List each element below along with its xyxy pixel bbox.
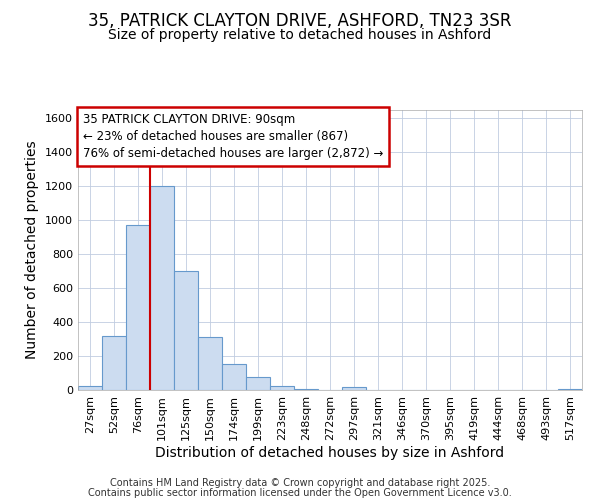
Bar: [222, 364, 246, 390]
Bar: [174, 271, 198, 390]
Text: Contains HM Land Registry data © Crown copyright and database right 2025.: Contains HM Land Registry data © Crown c…: [110, 478, 490, 488]
Bar: [246, 378, 270, 390]
Bar: [102, 336, 126, 390]
Text: 35, PATRICK CLAYTON DRIVE, ASHFORD, TN23 3SR: 35, PATRICK CLAYTON DRIVE, ASHFORD, TN23…: [88, 12, 512, 30]
Text: 35 PATRICK CLAYTON DRIVE: 90sqm
← 23% of detached houses are smaller (867)
76% o: 35 PATRICK CLAYTON DRIVE: 90sqm ← 23% of…: [83, 113, 383, 160]
X-axis label: Distribution of detached houses by size in Ashford: Distribution of detached houses by size …: [155, 446, 505, 460]
Bar: [150, 186, 174, 390]
Bar: [558, 389, 582, 390]
Text: Size of property relative to detached houses in Ashford: Size of property relative to detached ho…: [109, 28, 491, 42]
Bar: [294, 389, 318, 390]
Bar: [198, 338, 222, 390]
Y-axis label: Number of detached properties: Number of detached properties: [25, 140, 40, 360]
Bar: [78, 386, 102, 390]
Text: Contains public sector information licensed under the Open Government Licence v3: Contains public sector information licen…: [88, 488, 512, 498]
Bar: [270, 386, 294, 390]
Bar: [342, 388, 366, 390]
Bar: [126, 226, 150, 390]
